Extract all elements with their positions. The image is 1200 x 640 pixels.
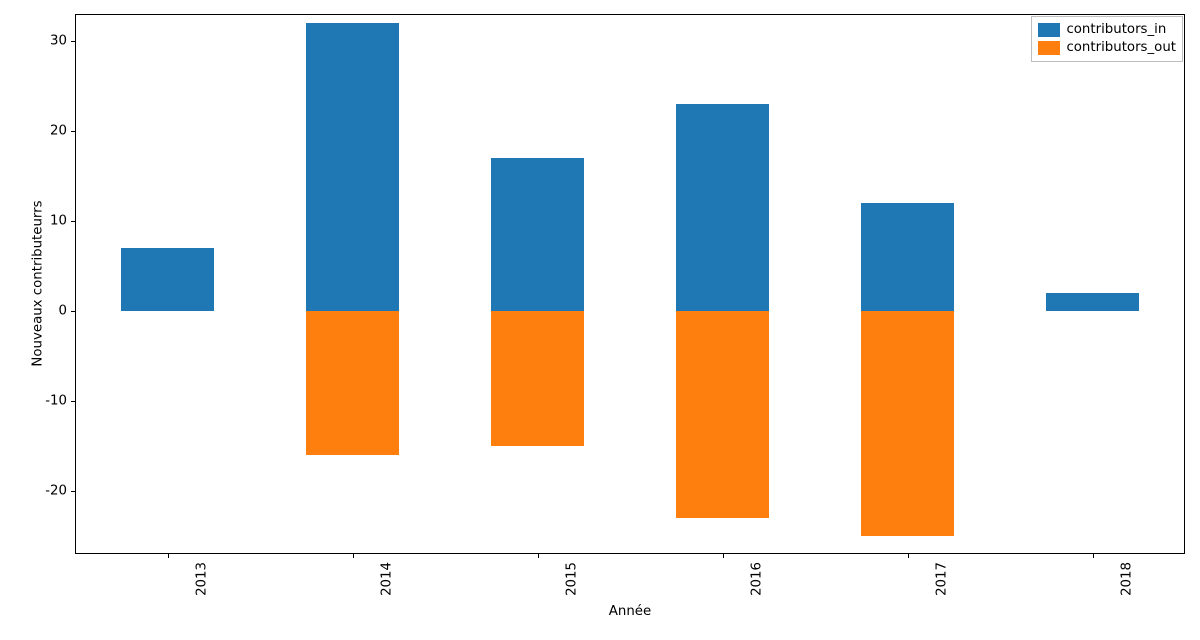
xtick-label: 2018 (1119, 562, 1134, 596)
bar-contributors_in-2017 (861, 203, 954, 311)
bar-contributors_out-2017 (861, 311, 954, 536)
bar-contributors_out-2016 (676, 311, 769, 518)
xtick-label: 2015 (564, 562, 579, 596)
xtick-label: 2016 (749, 562, 764, 596)
bar-contributors_in-2016 (676, 104, 769, 311)
xtick-mark (538, 554, 539, 558)
legend-label: contributors_in (1066, 21, 1166, 39)
xtick-label: 2014 (379, 562, 394, 596)
legend-swatch (1038, 41, 1060, 55)
legend-item: contributors_out (1038, 39, 1176, 57)
xtick-mark (168, 554, 169, 558)
y-axis-label: Nouveaux contributeurrs (31, 14, 46, 554)
ytick-mark (71, 221, 75, 222)
bar-contributors_in-2014 (306, 23, 399, 311)
plot-area (75, 14, 1185, 554)
xtick-mark (723, 554, 724, 558)
ytick-mark (71, 401, 75, 402)
ytick-mark (71, 491, 75, 492)
bar-contributors_in-2018 (1046, 293, 1139, 311)
legend-item: contributors_in (1038, 21, 1176, 39)
legend-label: contributors_out (1066, 39, 1176, 57)
bar-contributors_out-2015 (491, 311, 584, 446)
bar-contributors_in-2015 (491, 158, 584, 311)
ytick-mark (71, 41, 75, 42)
ytick-mark (71, 131, 75, 132)
bar-contributors_out-2014 (306, 311, 399, 455)
bar-contributors_in-2013 (121, 248, 214, 311)
xtick-mark (1093, 554, 1094, 558)
xtick-label: 2017 (934, 562, 949, 596)
xtick-mark (908, 554, 909, 558)
legend-swatch (1038, 23, 1060, 37)
x-axis-label: Année (75, 604, 1185, 619)
ytick-mark (71, 311, 75, 312)
xtick-mark (353, 554, 354, 558)
legend: contributors_incontributors_out (1031, 16, 1183, 62)
chart-figure: -20-100102030 201320142015201620172018 N… (0, 0, 1200, 640)
xtick-label: 2013 (194, 562, 209, 596)
